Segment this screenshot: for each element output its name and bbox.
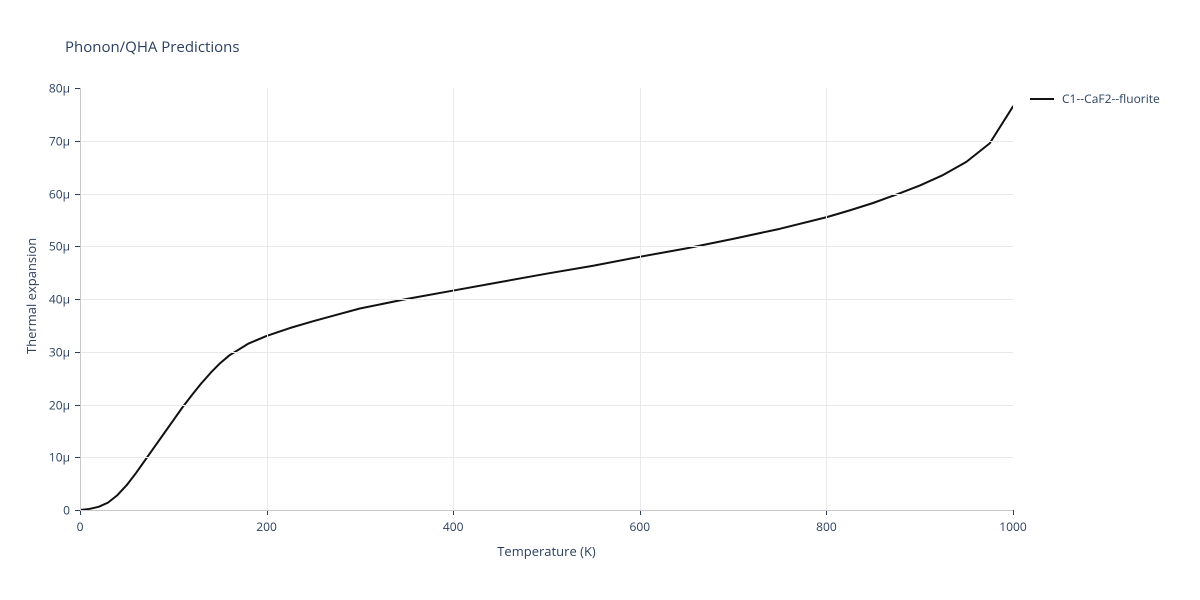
- legend-label: C1--CaF2--fluorite: [1062, 90, 1160, 107]
- y-tick-label: 40μ: [49, 291, 70, 308]
- y-tick-label: 0: [63, 502, 70, 519]
- x-tick-label: 400: [443, 518, 464, 535]
- legend-swatch: [1030, 98, 1054, 100]
- x-tick-label: 200: [256, 518, 277, 535]
- y-gridline: [80, 194, 1013, 195]
- bottom-axis-line: [80, 510, 1013, 511]
- x-tick-label: 800: [816, 518, 837, 535]
- y-tick-label: 70μ: [49, 132, 70, 149]
- y-gridline: [80, 246, 1013, 247]
- x-tick-label: 0: [77, 518, 84, 535]
- y-gridline: [80, 457, 1013, 458]
- y-axis-label: Thermal expansion: [22, 238, 40, 354]
- y-tick-label: 50μ: [49, 238, 70, 255]
- x-tick-label: 1000: [999, 518, 1026, 535]
- legend: C1--CaF2--fluorite: [1030, 90, 1160, 107]
- x-axis-label: Temperature (K): [497, 542, 596, 560]
- series-path: [80, 106, 1013, 510]
- x-tick-label: 600: [630, 518, 651, 535]
- x-tick: [1013, 510, 1014, 515]
- chart-title: Phonon/QHA Predictions: [65, 37, 240, 57]
- y-tick-label: 80μ: [49, 80, 70, 97]
- y-gridline: [80, 352, 1013, 353]
- y-tick-label: 10μ: [49, 449, 70, 466]
- chart-container: Phonon/QHA Predictions Temperature (K) T…: [0, 0, 1200, 600]
- y-gridline: [80, 299, 1013, 300]
- y-tick-label: 30μ: [49, 343, 70, 360]
- y-gridline: [80, 141, 1013, 142]
- y-tick-label: 60μ: [49, 185, 70, 202]
- plot-area: [80, 88, 1013, 510]
- left-axis-line: [80, 88, 81, 510]
- y-tick-label: 20μ: [49, 396, 70, 413]
- y-gridline: [80, 405, 1013, 406]
